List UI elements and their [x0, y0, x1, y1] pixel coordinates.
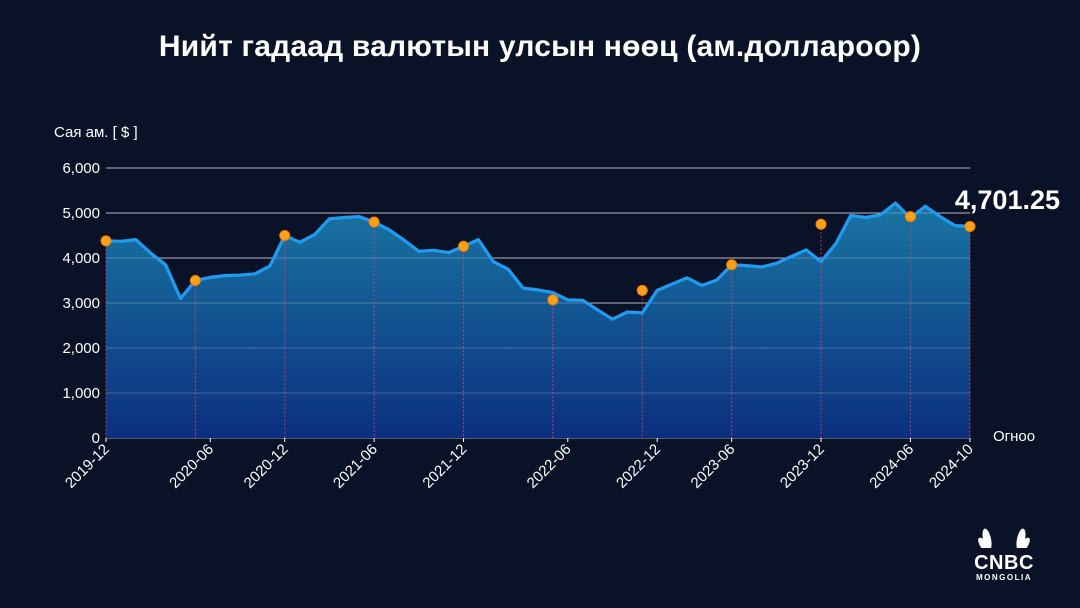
y-tick-label: 6,000 [62, 160, 100, 177]
area-layer [106, 167, 970, 438]
data-point-marker [279, 230, 291, 241]
x-tick-label: 2021-12 [419, 441, 470, 492]
line-layer [105, 201, 971, 321]
logo-wordmark: CNBC [974, 552, 1034, 574]
data-point-marker [636, 284, 648, 296]
data-point-marker [458, 240, 470, 252]
y-tick-label: 0 [92, 430, 100, 447]
series-area-fill [106, 203, 970, 438]
y-tick-label: 1,000 [62, 385, 100, 402]
data-point-marker [964, 220, 976, 232]
x-axis: 2019-12 2020-06 2020-12 2021-06 2021-12 2022-… [62, 438, 977, 492]
data-point-marker [189, 275, 201, 286]
y-axis-unit-label: Сая ам. [ $ ] [54, 124, 138, 141]
markers-layer [100, 211, 976, 306]
x-tick-label: 2021-06 [330, 441, 381, 492]
x-axis-unit-label: Огноо [993, 428, 1035, 445]
series-line [105, 201, 971, 321]
cnbc-mongolia-logo: CNBC MONGOLIA [966, 520, 1042, 590]
x-tick-label: 2024-10 [926, 441, 977, 492]
data-point-marker [726, 259, 738, 271]
data-point-marker [815, 218, 827, 230]
y-tick-label: 5,000 [62, 205, 100, 222]
last-value-label: 4,701.25 [955, 185, 1060, 215]
x-tick-label: 2023-06 [688, 441, 739, 492]
peacock-icon [977, 528, 1031, 561]
data-point-marker [368, 216, 380, 228]
logo-subtitle: MONGOLIA [976, 573, 1032, 582]
x-tick-label: 2024-06 [866, 441, 917, 492]
y-tick-label: 2,000 [62, 340, 100, 357]
x-tick-label: 2023-12 [777, 441, 828, 492]
x-tick-label: 2022-06 [524, 441, 575, 492]
y-axis: 0 1,000 2,000 3,000 4,000 5,000 6,000 [62, 160, 100, 447]
data-point-marker [100, 235, 112, 247]
x-tick-label: 2020-12 [241, 441, 292, 492]
y-tick-label: 3,000 [62, 295, 100, 312]
data-point-marker [547, 294, 559, 306]
x-tick-label: 2022-12 [613, 441, 664, 492]
y-tick-label: 4,000 [62, 250, 100, 267]
chart-title: Нийт гадаад валютын улсын нөөц (ам.долла… [158, 30, 922, 63]
data-point-marker [904, 211, 916, 223]
x-tick-label: 2019-12 [62, 441, 113, 492]
marker-guides-layer [105, 216, 971, 438]
x-tick-label: 2020-06 [166, 441, 217, 492]
